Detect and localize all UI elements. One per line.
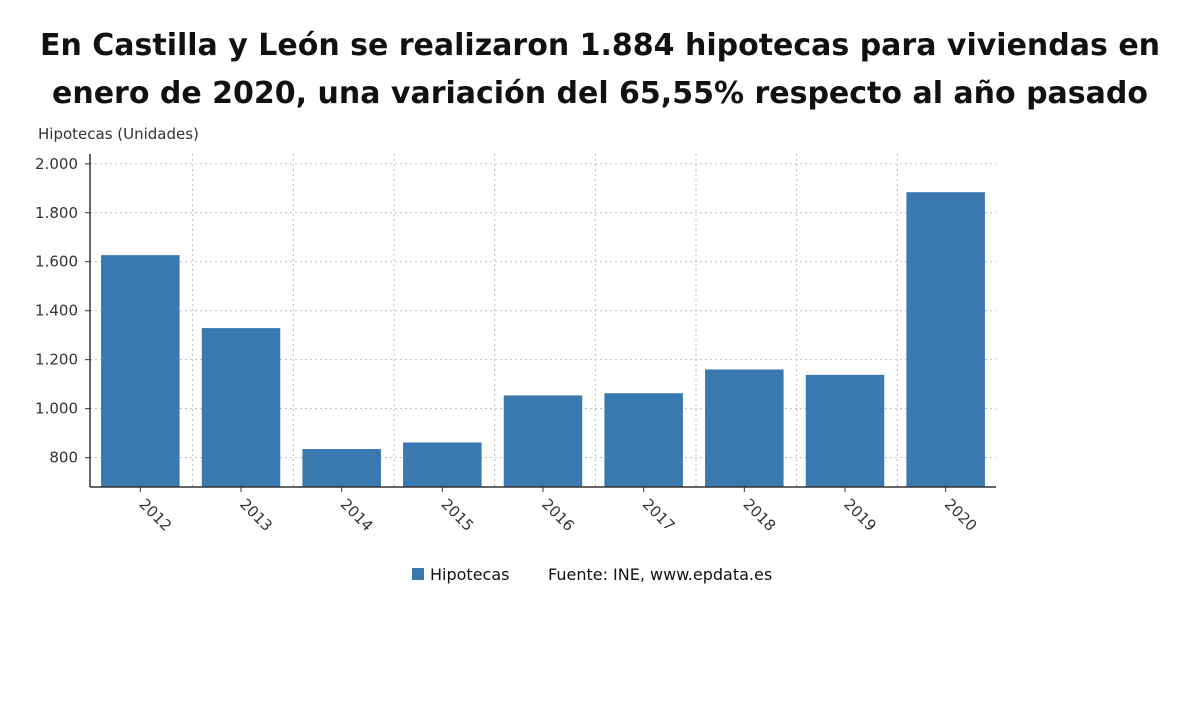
chart-title: En Castilla y León se realizaron 1.884 h… xyxy=(20,22,1180,118)
x-tick-label-2017: 2017 xyxy=(639,495,679,535)
bar-2016 xyxy=(503,395,583,487)
bar-2012 xyxy=(101,255,180,487)
y-tick-label-800: 800 xyxy=(49,449,78,467)
y-tick-label-1600: 1.600 xyxy=(35,253,78,271)
legend-label-hipotecas: Hipotecas xyxy=(430,565,509,584)
x-tick-label-2015: 2015 xyxy=(438,495,478,535)
bar-2020 xyxy=(906,192,985,487)
y-tick-label-2000: 2.000 xyxy=(35,155,78,173)
source-label: Fuente: INE, www.epdata.es xyxy=(548,565,772,584)
bar-2013 xyxy=(201,328,281,487)
y-tick-label-1400: 1.400 xyxy=(35,302,78,320)
x-tick-label-2014: 2014 xyxy=(337,495,377,535)
x-tick-label-2019: 2019 xyxy=(840,495,880,535)
x-tick-label-2020: 2020 xyxy=(941,495,981,535)
bar-2014 xyxy=(302,449,381,487)
axes xyxy=(85,154,996,492)
bar-2019 xyxy=(805,374,885,487)
x-tick-label-2012: 2012 xyxy=(136,495,176,535)
chart-title-line-1: En Castilla y León se realizaron 1.884 h… xyxy=(39,28,1161,63)
legend: Hipotecas Fuente: INE, www.epdata.es xyxy=(412,565,772,584)
x-tick-label-2013: 2013 xyxy=(236,495,276,535)
y-tick-label-1200: 1.200 xyxy=(35,351,78,369)
chart-title-line-2: enero de 2020, una variación del 65,55% … xyxy=(52,76,1148,111)
y-tick-label-1800: 1.800 xyxy=(35,204,78,222)
bar-2015 xyxy=(403,442,482,487)
bar-2017 xyxy=(604,393,683,487)
legend-swatch-hipotecas xyxy=(412,568,424,580)
x-tick-label-2018: 2018 xyxy=(740,495,780,535)
y-axis-label: Hipotecas (Unidades) xyxy=(38,125,199,143)
bars xyxy=(101,192,985,487)
x-tick-label-2016: 2016 xyxy=(538,495,578,535)
bar-2018 xyxy=(705,369,784,487)
y-tick-label-1000: 1.000 xyxy=(35,400,78,418)
